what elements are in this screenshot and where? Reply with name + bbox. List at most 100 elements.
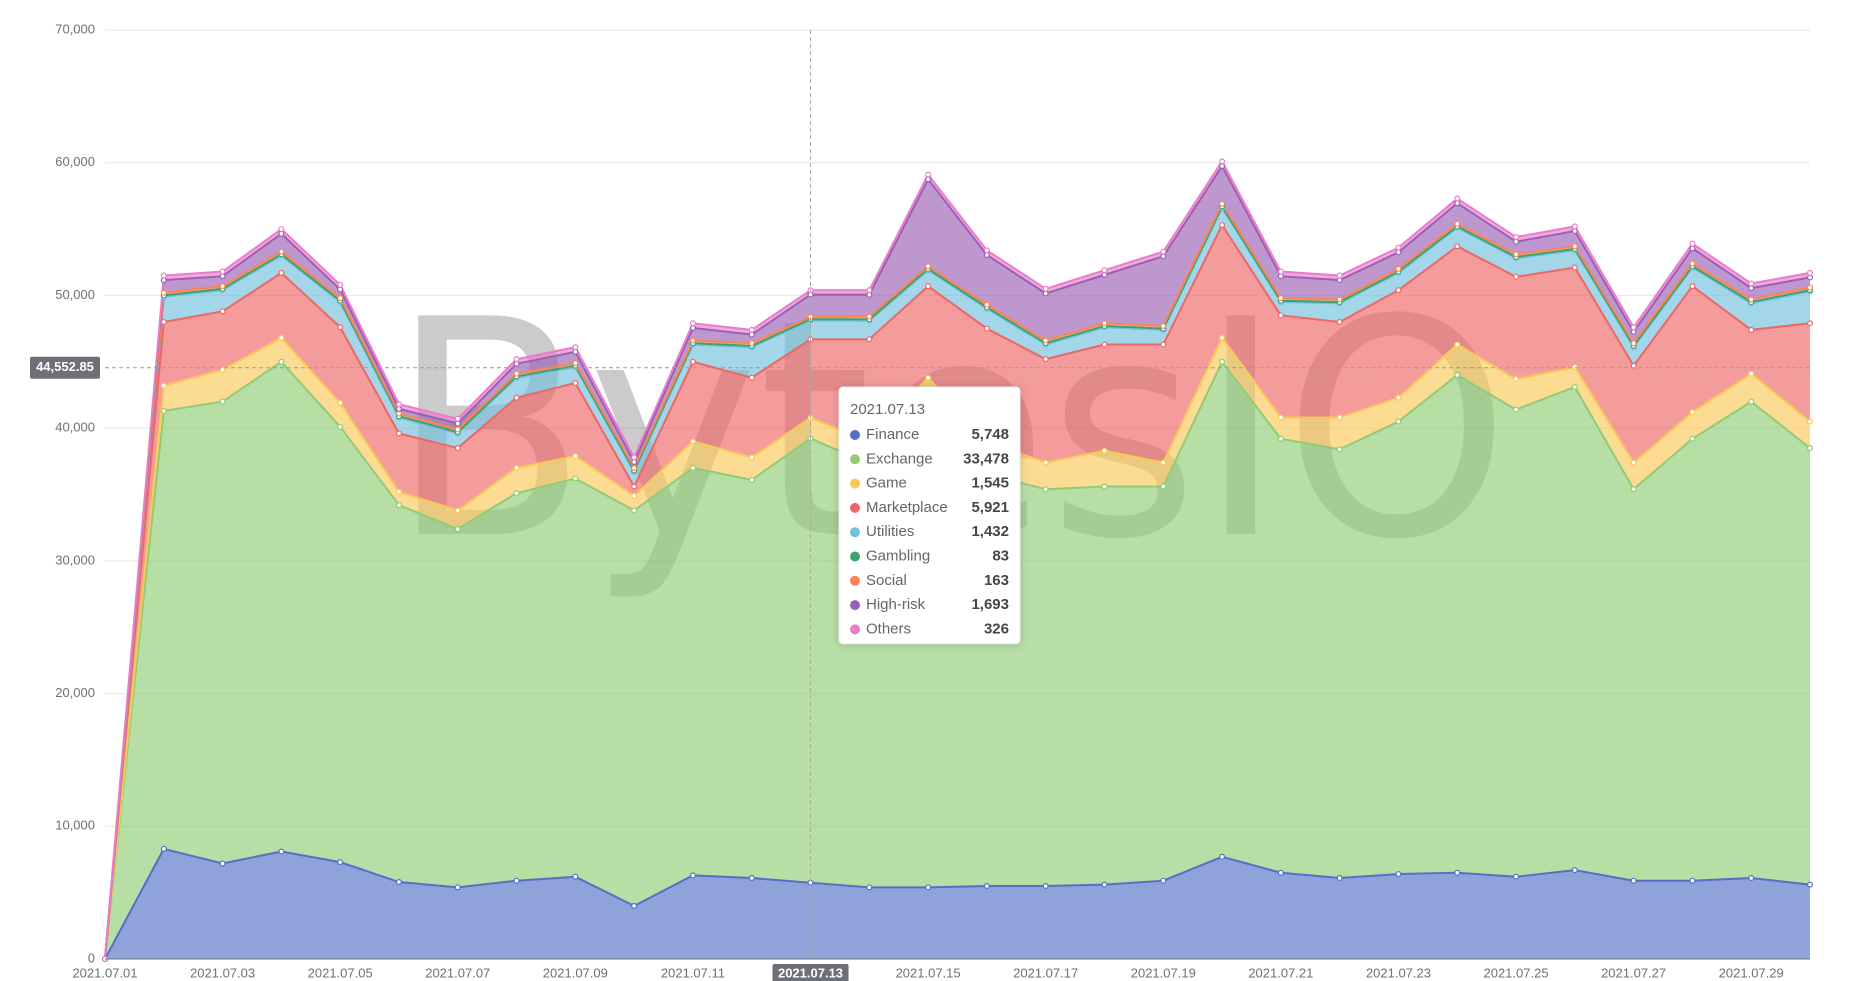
data-point: [631, 902, 638, 909]
tooltip-name: Game: [866, 475, 907, 492]
tooltip-box: [838, 386, 1021, 645]
series-line: [104, 201, 1811, 960]
data-point: [1806, 320, 1813, 327]
data-point: [866, 313, 873, 320]
data-point: [1571, 364, 1578, 371]
data-point: [1454, 341, 1461, 348]
data-point: [160, 318, 167, 325]
data-point: [572, 380, 579, 387]
data-point: [1513, 273, 1520, 280]
tooltip-name: Marketplace: [866, 499, 948, 516]
data-point: [748, 875, 755, 882]
data-point: [1219, 200, 1226, 207]
tooltip-value: 83: [992, 547, 1009, 564]
tooltip-name: Utilities: [866, 523, 914, 540]
data-point: [1806, 418, 1813, 425]
y-tick-label: 70,000: [55, 21, 95, 36]
data-point: [689, 358, 696, 365]
data-point: [1219, 334, 1226, 341]
data-point: [1336, 296, 1343, 303]
data-point: [1748, 296, 1755, 303]
data-point: [1336, 318, 1343, 325]
data-point: [1042, 356, 1049, 363]
data-point: [1513, 376, 1520, 383]
data-point: [631, 507, 638, 514]
x-tick-label: 2021.07.17: [1013, 965, 1078, 980]
y-tick-label: 0: [88, 950, 95, 965]
data-point: [1042, 337, 1049, 344]
data-point: [1219, 358, 1226, 365]
tooltip-marker: [850, 454, 860, 465]
tooltip-name: Finance: [866, 426, 919, 443]
data-point: [748, 326, 755, 333]
tooltip-name: Others: [866, 620, 911, 637]
data-point: [1630, 340, 1637, 347]
data-point: [1689, 435, 1696, 442]
y-pointer-label-bg: [30, 356, 100, 379]
data-point: [1336, 272, 1343, 279]
data-point: [1630, 486, 1637, 493]
area-fill: [105, 166, 1810, 959]
tooltip-marker: [850, 478, 860, 489]
data-point: [1395, 418, 1402, 425]
data-point: [631, 483, 638, 490]
data-point: [1395, 394, 1402, 401]
data-point: [1277, 312, 1284, 319]
data-point: [1395, 244, 1402, 251]
data-point: [454, 426, 461, 433]
data-point: [925, 171, 932, 178]
data-point: [1101, 320, 1108, 327]
data-point: [160, 289, 167, 296]
data-point: [1336, 414, 1343, 421]
data-point: [1806, 445, 1813, 452]
tooltip-marker: [850, 600, 860, 611]
data-point: [395, 879, 402, 886]
data-point: [983, 883, 990, 890]
data-point: [1219, 222, 1226, 229]
x-pointer-label: 2021.07.13: [778, 965, 843, 980]
x-tick-label: 2021.07.03: [190, 965, 255, 980]
data-point: [1219, 158, 1226, 165]
data-point: [1101, 447, 1108, 454]
data-point: [1277, 869, 1284, 876]
x-tick-label: 2021.07.07: [425, 965, 490, 980]
data-point: [1277, 295, 1284, 302]
data-point: [631, 492, 638, 499]
data-point: [513, 877, 520, 884]
series-line: [104, 223, 1811, 960]
data-point: [454, 507, 461, 514]
data-point: [925, 374, 932, 381]
data-point: [689, 438, 696, 445]
data-point: [1571, 867, 1578, 874]
data-point: [1689, 409, 1696, 416]
data-point: [395, 430, 402, 437]
data-point: [1042, 459, 1049, 466]
x-tick-label: 2021.07.29: [1719, 965, 1784, 980]
x-pointer-label-bg: [772, 964, 849, 981]
x-tick-label: 2021.07.19: [1131, 965, 1196, 980]
tooltip-value: 5,921: [971, 499, 1009, 516]
data-point: [513, 356, 520, 363]
data-point: [1806, 284, 1813, 291]
data-point: [513, 394, 520, 401]
data-point: [572, 453, 579, 460]
data-point: [1042, 285, 1049, 292]
data-point: [1689, 260, 1696, 267]
data-point: [1571, 264, 1578, 271]
data-point: [337, 281, 344, 288]
tooltip-marker: [850, 551, 860, 562]
x-tick-label: 2021.07.25: [1483, 965, 1548, 980]
tooltip-name: Exchange: [866, 450, 933, 467]
series-line: [104, 159, 1811, 960]
data-point: [1336, 446, 1343, 453]
area-fill: [105, 225, 1810, 960]
data-point: [983, 325, 990, 332]
data-point: [689, 872, 696, 879]
data-point: [983, 247, 990, 254]
data-point: [1277, 268, 1284, 275]
data-point: [689, 464, 696, 471]
data-point: [160, 272, 167, 279]
data-point: [395, 502, 402, 509]
data-point: [160, 407, 167, 414]
tooltip-value: 163: [984, 572, 1009, 589]
